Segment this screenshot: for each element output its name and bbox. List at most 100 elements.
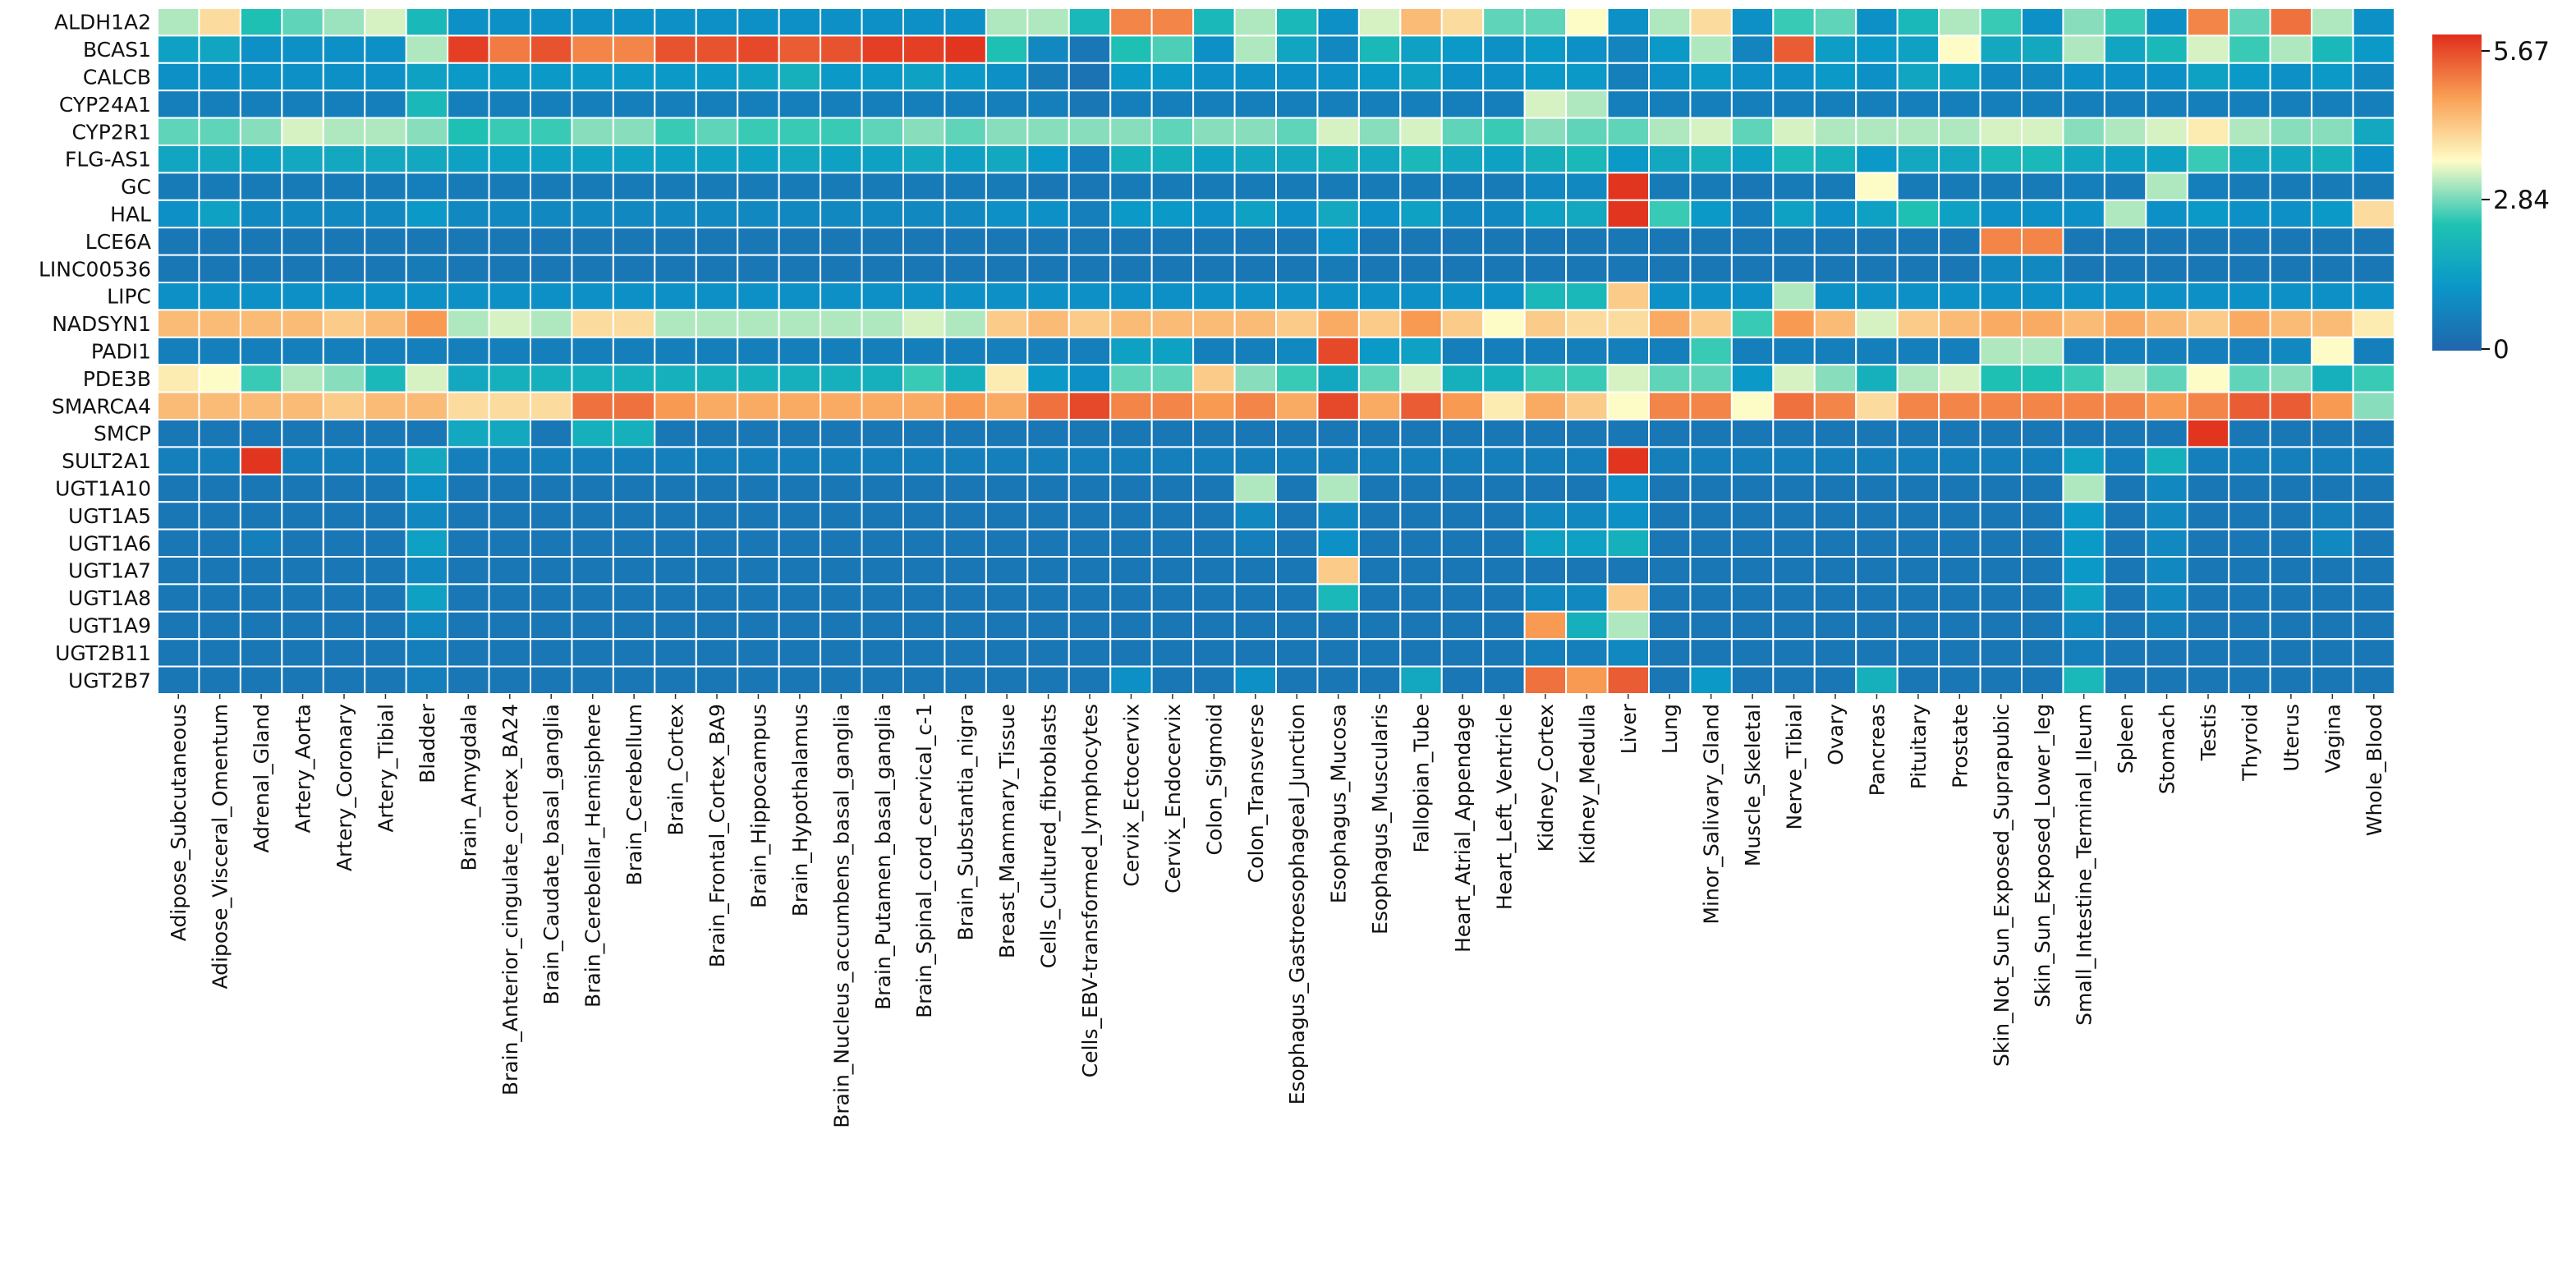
heatmap-cell: [1648, 254, 1692, 284]
heatmap-cell: [1523, 145, 1568, 174]
heatmap-cell: [322, 336, 366, 366]
heatmap-cell: [1855, 254, 1899, 284]
heatmap-cell: [1565, 254, 1609, 284]
heatmap-cell: [1606, 446, 1651, 475]
heatmap-cell: [1565, 336, 1609, 366]
heatmap-cell: [2145, 583, 2188, 613]
heatmap-cell: [322, 254, 366, 284]
heatmap-cell: [778, 446, 822, 475]
heatmap-cell: [2269, 145, 2313, 174]
heatmap-cell: [2103, 556, 2147, 586]
heatmap-cell: [778, 7, 822, 37]
heatmap-cell: [322, 90, 366, 119]
heatmap-cell: [1896, 419, 1940, 448]
heatmap-cell: [571, 528, 614, 558]
heatmap-cell: [1523, 364, 1568, 393]
heatmap-cell: [2186, 528, 2230, 558]
heatmap-cell: [281, 446, 324, 475]
heatmap-cell: [405, 419, 449, 448]
heatmap-cell: [1233, 117, 1278, 147]
heatmap-cell: [1648, 528, 1692, 558]
heatmap-cell: [2228, 419, 2271, 448]
column-label: Bladder: [416, 703, 439, 783]
heatmap-cell: [1730, 665, 1775, 695]
heatmap-cell: [2269, 117, 2313, 147]
heatmap-cell: [985, 172, 1029, 201]
heatmap-cell: [1730, 336, 1775, 366]
heatmap-cell: [1109, 364, 1153, 393]
heatmap-cell: [1896, 528, 1940, 558]
heatmap-cell: [1565, 419, 1609, 448]
heatmap-cell: [2352, 145, 2396, 174]
heatmap-cell: [944, 254, 987, 284]
heatmap-cell: [612, 282, 656, 311]
heatmap-cell: [778, 364, 822, 393]
heatmap-cell: [1689, 227, 1733, 256]
heatmap-cell: [1979, 117, 2023, 147]
heatmap-cell: [281, 501, 324, 530]
heatmap-cell: [322, 556, 366, 586]
heatmap-cell: [1896, 62, 1940, 92]
heatmap-cell: [1938, 638, 1981, 668]
heatmap-cell: [571, 610, 614, 641]
heatmap-cell: [1523, 610, 1568, 641]
heatmap-cell: [1938, 528, 1981, 558]
heatmap-cell: [1233, 665, 1278, 695]
heatmap-cell: [364, 172, 407, 201]
heatmap-cell: [239, 34, 283, 64]
heatmap-cell: [2352, 638, 2396, 668]
heatmap-cell: [2269, 583, 2313, 613]
heatmap-cell: [157, 172, 200, 201]
heatmap-cell: [1565, 90, 1609, 119]
heatmap-cell: [654, 446, 697, 475]
heatmap-cell: [1855, 309, 1899, 338]
heatmap-cell: [157, 254, 200, 284]
heatmap-cell: [1109, 282, 1153, 311]
heatmap-cell: [1109, 638, 1153, 668]
heatmap-cell: [820, 419, 863, 448]
heatmap-cell: [239, 665, 283, 695]
heatmap-cell: [1275, 556, 1319, 586]
heatmap-cell: [447, 90, 490, 119]
heatmap-cell: [985, 364, 1029, 393]
heatmap-cell: [1813, 227, 1857, 256]
heatmap-cell: [2145, 254, 2188, 284]
row-label: LCE6A: [85, 230, 151, 254]
heatmap-cell: [778, 254, 822, 284]
heatmap-cell: [571, 419, 614, 448]
heatmap-cell: [1606, 172, 1651, 201]
heatmap-cell: [654, 227, 697, 256]
heatmap-cell: [820, 583, 863, 613]
heatmap-cell: [1565, 583, 1609, 613]
heatmap-cell: [1855, 638, 1899, 668]
heatmap-cell: [571, 62, 614, 92]
heatmap-cell: [2352, 117, 2396, 147]
heatmap-cell: [695, 34, 739, 64]
heatmap-cell: [737, 172, 780, 201]
heatmap-cell: [1896, 336, 1940, 366]
heatmap-cell: [1192, 501, 1236, 530]
heatmap-cell: [322, 172, 366, 201]
heatmap-cell: [530, 610, 573, 641]
heatmap-cell: [1730, 145, 1775, 174]
row-label: GC: [121, 175, 151, 199]
heatmap-cell: [2062, 446, 2105, 475]
heatmap-cell: [1233, 391, 1278, 421]
heatmap-cell: [2186, 556, 2230, 586]
heatmap-cell: [1730, 282, 1775, 311]
heatmap-cell: [1772, 583, 1816, 613]
heatmap-cell: [198, 145, 241, 174]
heatmap-cell: [1233, 172, 1278, 201]
heatmap-cell: [239, 556, 283, 586]
heatmap-cell: [2103, 419, 2147, 448]
heatmap-cell: [530, 227, 573, 256]
heatmap-cell: [612, 419, 656, 448]
heatmap-cell: [820, 556, 863, 586]
heatmap-cell: [2062, 62, 2105, 92]
row-label: CYP2R1: [71, 120, 151, 144]
heatmap-cell: [2186, 473, 2230, 503]
heatmap-cell: [2311, 501, 2354, 530]
heatmap-cell: [1357, 34, 1402, 64]
heatmap-cell: [2228, 282, 2271, 311]
heatmap-cell: [1026, 7, 1070, 37]
